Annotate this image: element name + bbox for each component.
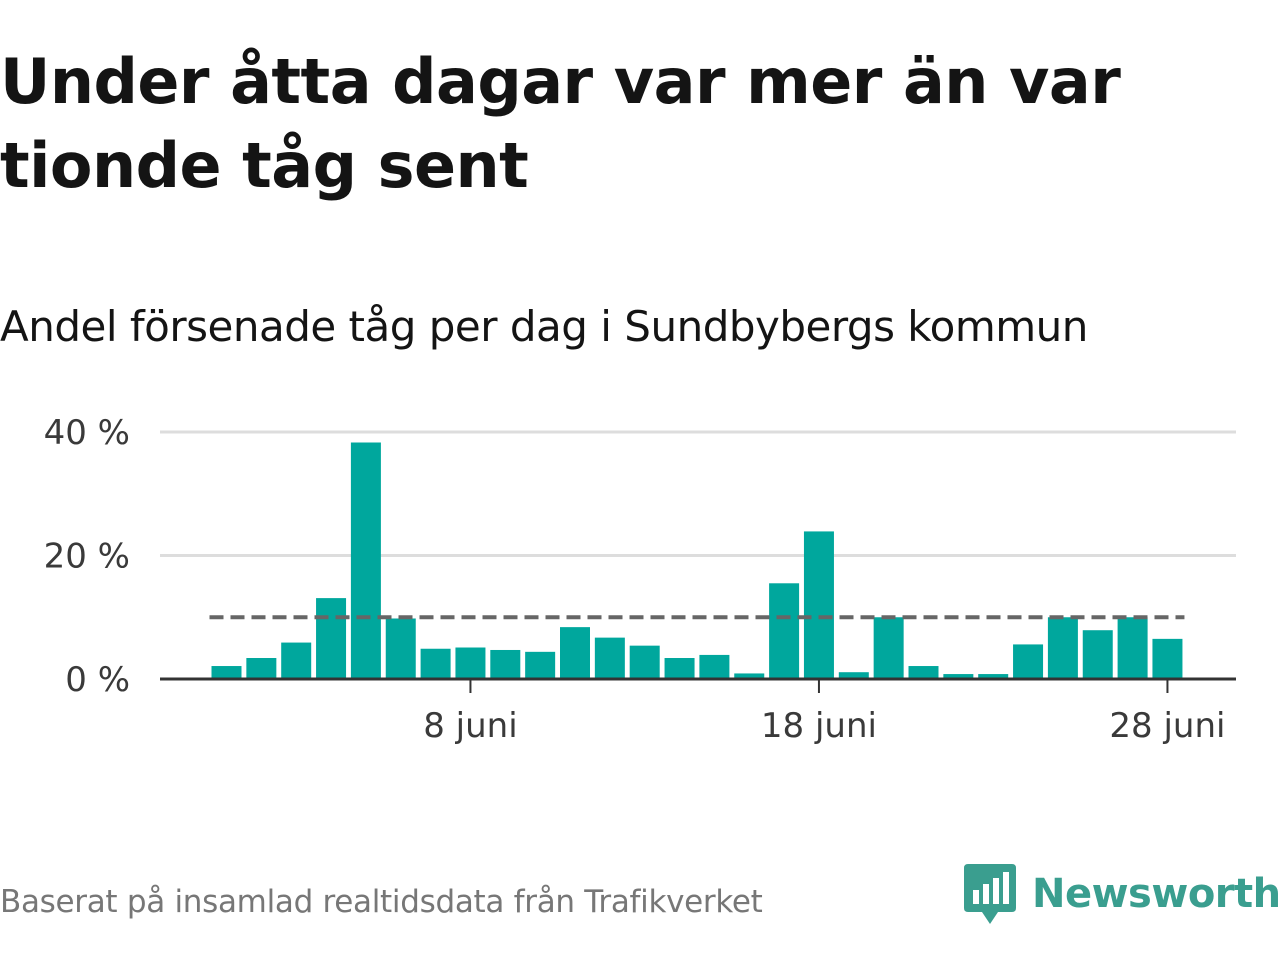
- bar: [525, 651, 556, 679]
- y-tick-label: 20 %: [44, 537, 130, 577]
- bar: [420, 648, 451, 679]
- bar: [1013, 644, 1044, 679]
- newsworthy-logo-icon: [964, 864, 1016, 924]
- bar: [1047, 617, 1078, 679]
- x-tick-label: 28 juni: [1109, 706, 1225, 746]
- bar: [908, 666, 939, 679]
- bar-chart: 0 % 20 % 40 % 8 juni 18 juni 28 juni: [44, 413, 1236, 746]
- bar: [385, 618, 416, 679]
- source-note: Baserat på insamlad realtidsdata från Tr…: [0, 884, 763, 920]
- bar: [1082, 630, 1113, 679]
- x-axis: 8 juni 18 juni 28 juni: [423, 679, 1225, 746]
- x-tick-label: 18 juni: [761, 706, 877, 746]
- bar: [490, 649, 521, 679]
- bar: [350, 442, 381, 679]
- bar: [838, 672, 869, 679]
- bar: [1152, 638, 1183, 679]
- bar: [978, 674, 1009, 679]
- bar: [873, 617, 904, 679]
- bar: [246, 658, 277, 679]
- y-tick-label: 40 %: [44, 413, 130, 453]
- bar: [211, 666, 242, 679]
- bar: [455, 647, 486, 679]
- brand-name: Newsworthy: [1032, 871, 1280, 917]
- brand-logo[interactable]: Newsworthy: [964, 864, 1280, 924]
- bar: [316, 598, 347, 679]
- bar: [803, 531, 834, 679]
- bar: [1117, 617, 1148, 679]
- bar-series: [211, 442, 1183, 679]
- bar: [281, 642, 312, 679]
- x-tick-label: 8 juni: [423, 706, 517, 746]
- gridlines: [160, 430, 1236, 557]
- bar: [943, 674, 974, 679]
- bar: [560, 627, 590, 679]
- chart-subtitle: Andel försenade tåg per dag i Sundbyberg…: [0, 302, 1088, 351]
- bar: [734, 673, 765, 679]
- y-axis: 0 % 20 % 40 %: [44, 413, 130, 700]
- bar: [769, 583, 800, 679]
- bar: [594, 637, 625, 679]
- bar: [629, 645, 660, 679]
- bar: [664, 658, 695, 679]
- bar: [699, 654, 730, 679]
- chart-title: Under åtta dagar var mer än var tionde t…: [0, 45, 1121, 202]
- y-tick-label: 0 %: [65, 660, 130, 700]
